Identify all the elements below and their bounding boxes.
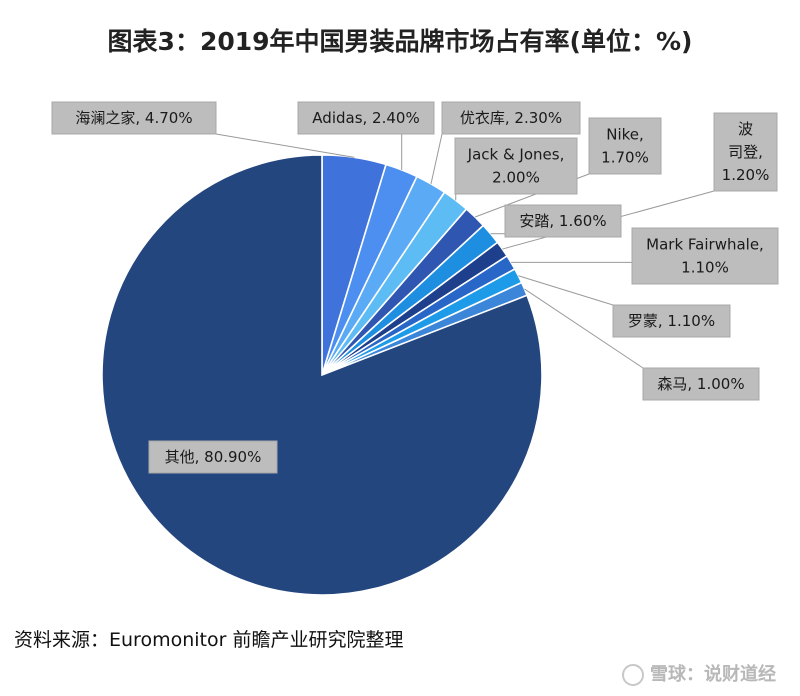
slice-label-3: Jack & Jones, 2.00%: [467, 146, 565, 187]
leader-line-0: [215, 133, 355, 158]
brand-watermark: 雪球：说财道经: [622, 660, 776, 686]
label-box-5: [504, 204, 622, 238]
label-box-2: [441, 101, 581, 135]
slice-label-6: 波司登, 1.20%: [722, 120, 770, 184]
pie-slice-10: [101, 154, 543, 596]
label-box-1: [297, 101, 435, 135]
slice-label-1: Adidas, 2.40%: [312, 109, 419, 127]
logo-icon: [622, 664, 644, 686]
chart-title: 图表3：2019年中国男装品牌市场占有率(单位：%): [107, 27, 693, 56]
slice-label-4: Nike, 1.70%: [601, 126, 649, 167]
label-box-6: [713, 112, 778, 192]
label-box-4: [588, 117, 662, 175]
source-note: 资料来源：Euromonitor 前瞻产业研究院整理: [14, 629, 404, 651]
pie-slices: [101, 154, 543, 596]
slice-label-0: 海澜之家, 4.70%: [75, 109, 192, 127]
leader-line-2: [430, 133, 443, 185]
label-box-8: [612, 304, 731, 338]
slice-label-10: 其他, 80.90%: [165, 448, 262, 466]
label-box-9: [642, 367, 760, 401]
leader-line-8: [518, 275, 614, 306]
leader-line-9: [524, 288, 644, 369]
slice-label-2: 优衣库, 2.30%: [460, 109, 562, 127]
brand-text: 雪球：说财道经: [650, 664, 776, 685]
slice-label-7: Mark Fairwhale, 1.10%: [646, 236, 764, 277]
slice-label-9: 森马, 1.00%: [657, 375, 744, 393]
slice-label-8: 罗蒙, 1.10%: [628, 312, 715, 330]
label-box-0: [51, 101, 217, 135]
slice-label-5: 安踏, 1.60%: [519, 212, 606, 230]
label-box-10: [148, 440, 278, 474]
label-box-7: [631, 227, 779, 285]
label-box-3: [454, 137, 578, 195]
slice-labels: 海澜之家, 4.70% Adidas, 2.40% 优衣库, 2.30% Jack &…: [51, 101, 779, 474]
